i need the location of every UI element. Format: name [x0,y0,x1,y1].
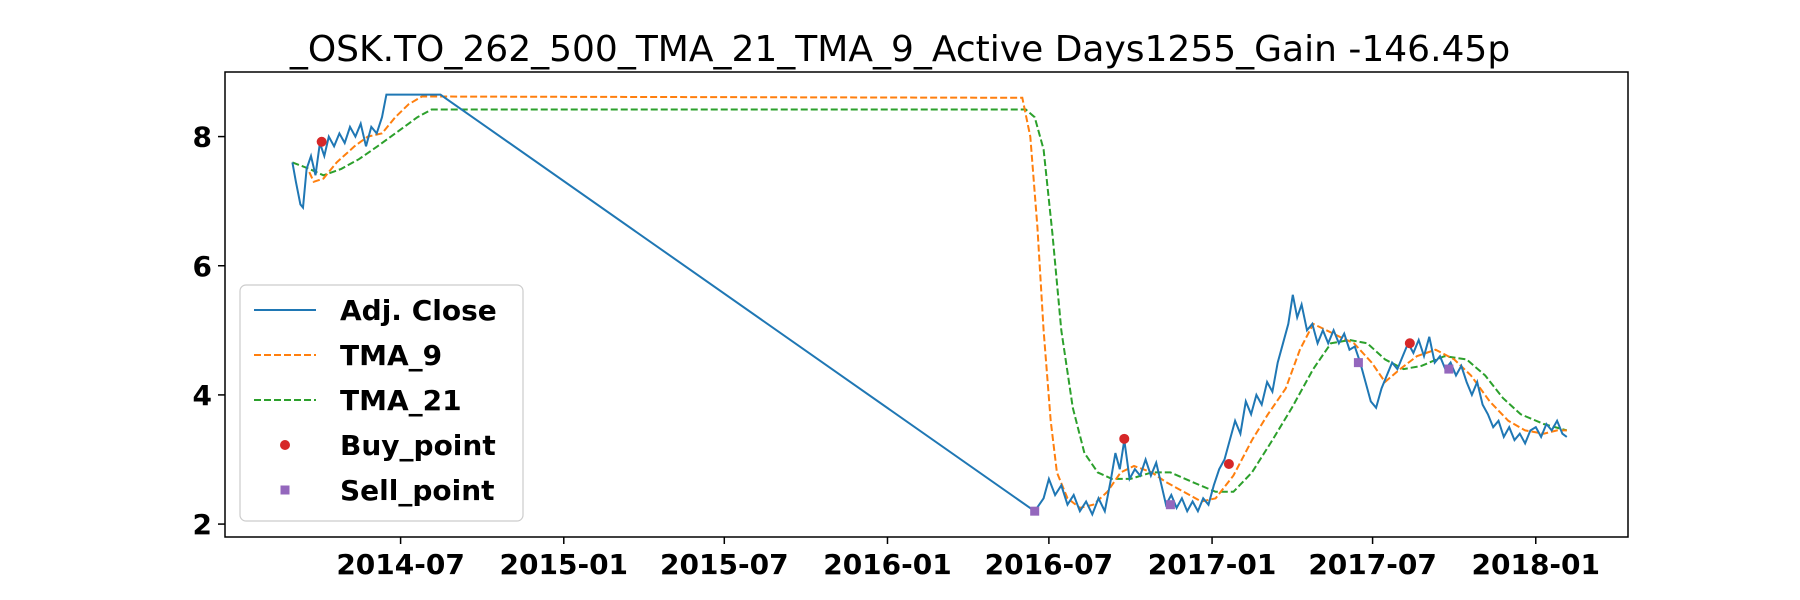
legend-label-buy-point: Buy_point [340,429,496,462]
sell-point-marker [1030,507,1039,516]
y-tick-label: 4 [193,379,212,412]
x-tick-label: 2017-01 [1148,548,1277,581]
x-tick-label: 2017-07 [1308,548,1437,581]
x-tick-label: 2018-01 [1472,548,1601,581]
sell-point-marker [1354,358,1363,367]
x-tick-label: 2016-07 [985,548,1114,581]
x-tick-label: 2016-01 [823,548,952,581]
x-tick-label: 2014-07 [336,548,465,581]
chart-title: _OSK.TO_262_500_TMA_21_TMA_9_Active Days… [289,29,1510,70]
y-tick-label: 8 [193,121,212,154]
buy-point-marker [1119,434,1129,444]
legend-swatch-buy-point [280,440,290,450]
y-tick-label: 2 [193,508,212,541]
buy-point-marker [1224,459,1234,469]
legend: Adj. Close TMA_9 TMA_21 Buy_point Sell_point [240,285,523,521]
buy-point-marker [1405,338,1415,348]
x-tick-label: 2015-07 [660,548,789,581]
legend-swatch-sell-point [281,486,290,495]
buy-point-marker [317,137,327,147]
legend-label-tma-21: TMA_21 [340,384,462,417]
sell-point-marker [1444,365,1453,374]
legend-label-sell-point: Sell_point [340,474,495,507]
legend-label-adj-close: Adj. Close [340,294,497,327]
y-tick-label: 6 [193,250,212,283]
sell-point-marker [1166,500,1175,509]
x-tick-label: 2015-01 [500,548,629,581]
legend-label-tma-9: TMA_9 [340,339,442,372]
